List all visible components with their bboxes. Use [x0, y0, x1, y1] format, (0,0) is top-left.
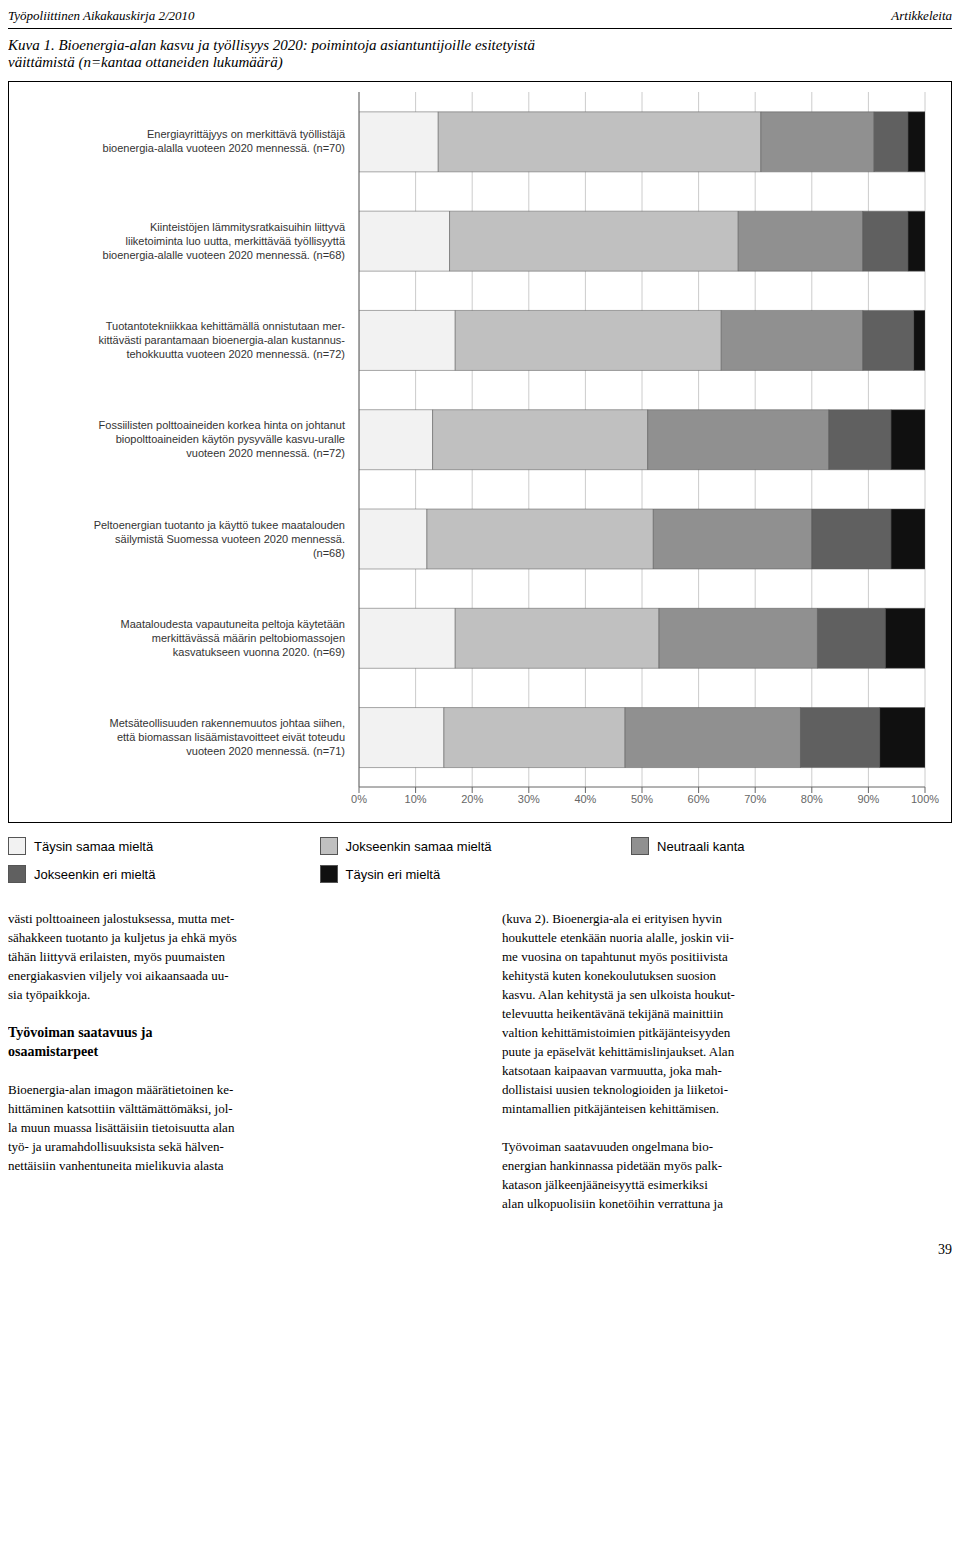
html-text:Täysin eri mieltä: Täysin eri mieltä [345, 866, 441, 882]
html-text:me vuosina on tapahtunut myös: me vuosina on tapahtunut myös positiivis… [502, 949, 728, 964]
html-text:energian hankinnassa pidetään: energian hankinnassa pidetään myös palk- [502, 1158, 722, 1173]
html-text:puute ja epäselvät kehittämisl: puute ja epäselvät kehittämislinjaukset.… [502, 1044, 735, 1059]
html-text:sia työpaikkoja.: sia työpaikkoja. [8, 987, 91, 1002]
html-text:Bioenergia-alan imagon määräti: Bioenergia-alan imagon määrätietoinen ke… [8, 1082, 234, 1097]
html-text:osaamistarpeet: osaamistarpeet [8, 1044, 99, 1059]
svg-text:40%: 40% [574, 793, 596, 805]
svg-text:Metsäteollisuuden rakennemuuto: Metsäteollisuuden rakennemuutos johtaa s… [110, 717, 345, 757]
svg-text:30%: 30% [518, 793, 540, 805]
html-text:valtion kehittämistoimien pitk: valtion kehittämistoimien pitkäjänteisyy… [502, 1025, 731, 1040]
html-text:Täysin samaa mieltä: Täysin samaa mieltä [34, 838, 154, 854]
html-text:houkuttele etenkään nuoria ala: houkuttele etenkään nuoria alalle, joski… [502, 930, 734, 945]
html-text:Artikkeleita: Artikkeleita [891, 8, 952, 23]
html-text:Neutraali kanta: Neutraali kanta [657, 838, 745, 854]
html-text:Jokseenkin eri mieltä: Jokseenkin eri mieltä [34, 866, 156, 882]
svg-text:100%: 100% [911, 793, 939, 805]
html-text:nettäisiin vanhentuneita mieli: nettäisiin vanhentuneita mielikuvia alas… [8, 1158, 224, 1173]
svg-text:0%: 0% [351, 793, 367, 805]
svg-text:Maataloudesta vapautuneita pel: Maataloudesta vapautuneita peltoja käyte… [121, 618, 345, 658]
html-text:39: 39 [938, 1242, 952, 1257]
svg-text:Kiinteistöjen lämmitysratkaisu: Kiinteistöjen lämmitysratkaisuihin liitt… [103, 221, 346, 261]
svg-text:Fossiilisten polttoaineiden ko: Fossiilisten polttoaineiden korkea hinta… [99, 419, 345, 459]
svg-text:80%: 80% [801, 793, 823, 805]
svg-text:50%: 50% [631, 793, 653, 805]
svg-text:60%: 60% [688, 793, 710, 805]
html-text:energiakasvien viljely voi aik: energiakasvien viljely voi aikaansaada u… [8, 968, 229, 983]
svg-text:10%: 10% [405, 793, 427, 805]
svg-text:90%: 90% [857, 793, 879, 805]
html-text:sähakkeen tuotanto ja kuljetus: sähakkeen tuotanto ja kuljetus ja ehkä m… [8, 930, 237, 945]
html-text:Työvoiman saatavuus ja: Työvoiman saatavuus ja [8, 1025, 153, 1040]
html-text:väittämistä (n=kantaa ottaneid: väittämistä (n=kantaa ottaneiden lukumää… [8, 54, 283, 70]
svg-text:20%: 20% [461, 793, 483, 805]
html-text:työ- ja uramahdollisuuksista s: työ- ja uramahdollisuuksista sekä hälven… [8, 1139, 224, 1154]
html-text:(kuva 2). Bioenergia-ala ei er: (kuva 2). Bioenergia-ala ei erityisen hy… [502, 911, 722, 926]
html-text:kasvu. Alan kehitystä ja sen u: kasvu. Alan kehitystä ja sen ulkoista ho… [502, 987, 735, 1002]
svg-text:Peltoenergian tuotanto ja käyt: Peltoenergian tuotanto ja käyttö tukee m… [94, 519, 345, 559]
html-text:katason jälkeenjääneisyyttä es: katason jälkeenjääneisyyttä esimerkiksi [502, 1177, 708, 1192]
html-text:hittäminen katsottiin välttämä: hittäminen katsottiin välttämättömäksi, … [8, 1101, 233, 1116]
html-text:la muun muassa lisättäisiin ti: la muun muassa lisättäisiin tietoisuutta… [8, 1120, 235, 1135]
svg-text:Tuotantotekniikkaa kehittämäll: Tuotantotekniikkaa kehittämällä onnistut… [99, 320, 346, 360]
svg-text:70%: 70% [744, 793, 766, 805]
html-text:katsotaan kaipaavan varmuutta,: katsotaan kaipaavan varmuutta, joka mah- [502, 1063, 722, 1078]
html-text:alan ulkopuolisiin konetöihin: alan ulkopuolisiin konetöihin verrattuna… [502, 1196, 723, 1211]
svg-text:Energiayrittäjyys on merkittäv: Energiayrittäjyys on merkittävä työllist… [103, 128, 346, 154]
html-text:kehitystä kuten konekoulutukse: kehitystä kuten konekoulutuksen suosion [502, 968, 717, 983]
html-text:Työpoliittinen Aikakauskirja 2: Työpoliittinen Aikakauskirja 2/2010 [8, 8, 195, 23]
html-text:västi polttoaineen jalostukses: västi polttoaineen jalostuksessa, mutta … [8, 911, 235, 926]
html-text:dollistaisi uusien teknologioi: dollistaisi uusien teknologioiden ja lii… [502, 1082, 728, 1097]
html-text:tähän liittyvä erilaisten, myö: tähän liittyvä erilaisten, myös puumaist… [8, 949, 225, 964]
html-text:mintamallien pitkäjänteisen ke: mintamallien pitkäjänteisen kehittämisen… [502, 1101, 719, 1116]
html-text:Jokseenkin samaa mieltä: Jokseenkin samaa mieltä [345, 838, 492, 854]
html-text:televuutta heikentävänä tekijä: televuutta heikentävänä tekijänä mainitt… [502, 1006, 724, 1021]
html-text:Työvoiman saatavuuden ongelman: Työvoiman saatavuuden ongelmana bio- [502, 1139, 713, 1154]
html-text:Kuva 1. Bioenergia-alan kasvu: Kuva 1. Bioenergia-alan kasvu ja työllis… [8, 37, 535, 53]
